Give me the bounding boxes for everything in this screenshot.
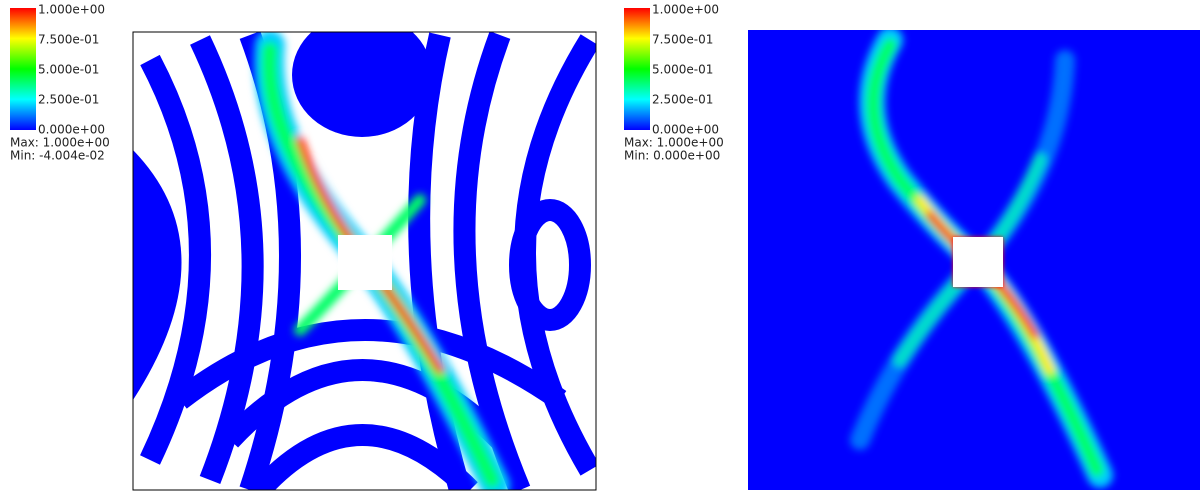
right-colorbar: 1.000e+00 7.500e-01 5.000e-01 2.500e-01 …	[624, 3, 724, 163]
max-label: Max: 1.000e+00	[10, 136, 110, 150]
min-label: Min: -4.004e-02	[10, 149, 105, 163]
colorbar-label: 0.000e+00	[652, 123, 719, 137]
left-colorbar: 1.000e+00 7.500e-01 5.000e-01 2.500e-01 …	[10, 3, 110, 163]
max-label: Max: 1.000e+00	[624, 136, 724, 150]
colorbar-label: 1.000e+00	[38, 3, 105, 17]
colorbar-label: 1.000e+00	[652, 3, 719, 17]
colorbar-label: 2.500e-01	[652, 93, 713, 107]
colorbar-label: 7.500e-01	[652, 33, 713, 47]
colorbar-label: 2.500e-01	[38, 93, 99, 107]
right-field	[748, 30, 1200, 490]
colorbar-label: 5.000e-01	[38, 63, 99, 77]
min-label: Min: 0.000e+00	[624, 149, 720, 163]
left-field	[133, 32, 596, 490]
colorbar-label: 0.000e+00	[38, 123, 105, 137]
colorbar-label: 7.500e-01	[38, 33, 99, 47]
left-frame	[132, 31, 597, 491]
colorbar-label: 5.000e-01	[652, 63, 713, 77]
